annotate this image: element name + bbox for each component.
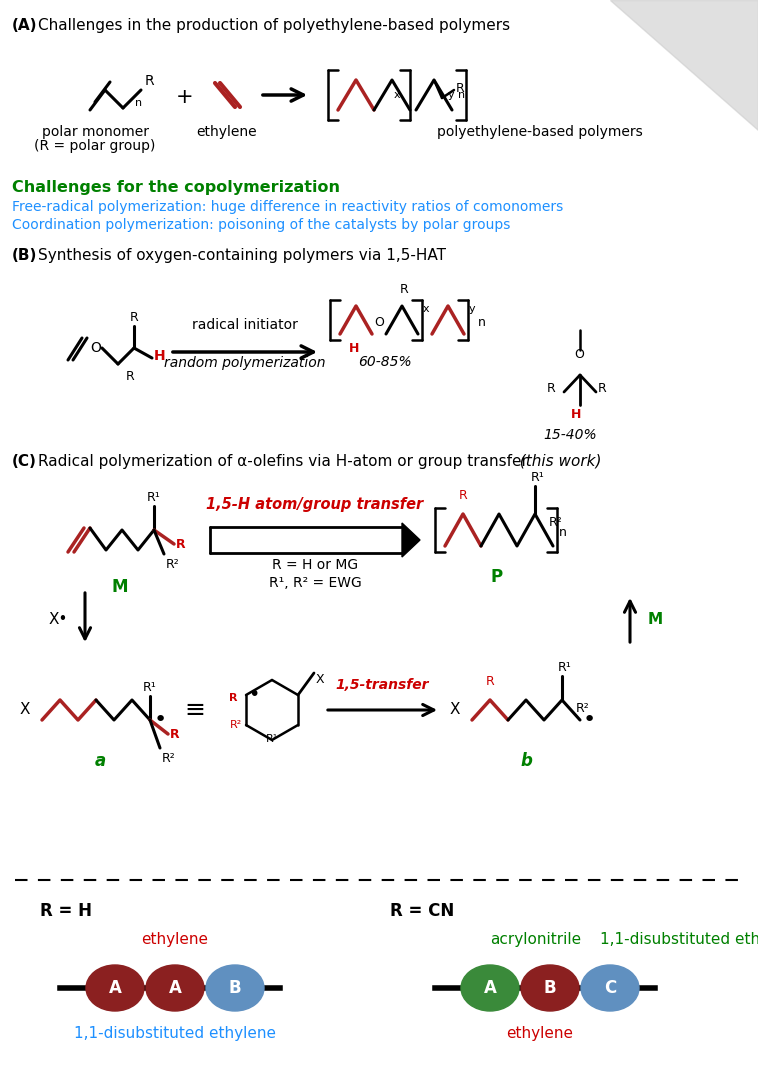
Text: P: P xyxy=(491,568,503,586)
Ellipse shape xyxy=(461,965,519,1011)
Text: B: B xyxy=(543,979,556,997)
Text: b: b xyxy=(520,751,532,770)
Text: •: • xyxy=(248,685,259,704)
Text: R¹: R¹ xyxy=(531,471,545,483)
Text: R: R xyxy=(400,283,409,296)
Text: R¹: R¹ xyxy=(147,491,161,504)
Text: A: A xyxy=(484,979,496,997)
Text: O: O xyxy=(574,347,584,360)
Text: Challenges for the copolymerization: Challenges for the copolymerization xyxy=(12,180,340,195)
Text: 1,1-disubstituted ethylene: 1,1-disubstituted ethylene xyxy=(74,1026,276,1041)
Text: 1,5-H atom/group transfer: 1,5-H atom/group transfer xyxy=(206,497,424,512)
Text: 15-40%: 15-40% xyxy=(543,428,597,442)
Text: polyethylene-based polymers: polyethylene-based polymers xyxy=(437,125,643,139)
Text: B: B xyxy=(229,979,241,997)
Ellipse shape xyxy=(86,965,144,1011)
Text: H: H xyxy=(571,408,581,421)
Text: R: R xyxy=(126,370,134,383)
Text: •: • xyxy=(154,710,168,730)
Text: +: + xyxy=(176,87,194,107)
Text: R¹: R¹ xyxy=(558,661,572,674)
Text: M: M xyxy=(648,612,663,627)
Text: Radical polymerization of α-olefins via H-atom or group transfer: Radical polymerization of α-olefins via … xyxy=(38,455,528,470)
Text: n: n xyxy=(458,90,465,100)
Text: O: O xyxy=(90,341,101,355)
Text: R: R xyxy=(598,382,606,394)
Text: n: n xyxy=(478,315,486,328)
Text: H: H xyxy=(349,342,359,355)
Text: R²: R² xyxy=(549,516,562,528)
Ellipse shape xyxy=(581,965,639,1011)
Text: R¹: R¹ xyxy=(266,734,278,744)
Ellipse shape xyxy=(206,965,264,1011)
Text: 1,1-disubstituted ethylene: 1,1-disubstituted ethylene xyxy=(600,932,758,947)
Text: A: A xyxy=(108,979,121,997)
Text: R: R xyxy=(547,382,556,394)
Text: Coordination polymerization: poisoning of the catalysts by polar groups: Coordination polymerization: poisoning o… xyxy=(12,218,510,232)
Text: (C): (C) xyxy=(12,455,37,470)
Text: R¹: R¹ xyxy=(143,681,157,694)
Polygon shape xyxy=(610,0,758,130)
Text: acrylonitrile: acrylonitrile xyxy=(490,932,581,947)
Text: x: x xyxy=(394,90,401,100)
Text: Synthesis of oxygen-containing polymers via 1,5-HAT: Synthesis of oxygen-containing polymers … xyxy=(38,248,446,263)
Text: n: n xyxy=(559,525,567,538)
Text: M: M xyxy=(111,578,128,596)
Ellipse shape xyxy=(521,965,579,1011)
Text: R: R xyxy=(145,74,155,88)
Text: •: • xyxy=(583,710,597,730)
Text: R: R xyxy=(176,537,186,551)
Text: R: R xyxy=(230,693,238,703)
Text: ethylene: ethylene xyxy=(142,932,208,947)
Text: y: y xyxy=(469,304,475,314)
Text: A: A xyxy=(168,979,181,997)
Text: R = CN: R = CN xyxy=(390,902,454,920)
Ellipse shape xyxy=(146,965,204,1011)
Text: (this work): (this work) xyxy=(510,455,602,470)
Text: R²: R² xyxy=(576,702,590,715)
Text: (B): (B) xyxy=(12,248,37,263)
Text: X: X xyxy=(450,702,461,717)
Text: 1,5-transfer: 1,5-transfer xyxy=(335,678,429,693)
Text: O: O xyxy=(374,315,384,328)
Text: H: H xyxy=(154,349,166,363)
Text: x: x xyxy=(423,304,430,314)
Text: R¹, R² = EWG: R¹, R² = EWG xyxy=(268,576,362,590)
Text: a: a xyxy=(95,751,105,770)
Text: R: R xyxy=(486,675,494,688)
Text: ethylene: ethylene xyxy=(196,125,257,139)
Text: R: R xyxy=(459,489,468,502)
Text: R: R xyxy=(130,311,139,324)
Text: n: n xyxy=(135,98,143,108)
Text: polar monomer: polar monomer xyxy=(42,125,149,139)
Text: C: C xyxy=(604,979,616,997)
Text: R²: R² xyxy=(162,751,176,765)
Text: R: R xyxy=(170,728,180,741)
Text: Challenges in the production of polyethylene-based polymers: Challenges in the production of polyethy… xyxy=(38,18,510,33)
Polygon shape xyxy=(402,523,420,557)
Text: R²: R² xyxy=(166,559,180,571)
Text: ≡: ≡ xyxy=(184,698,205,723)
Text: X: X xyxy=(20,702,30,717)
Text: R: R xyxy=(456,81,465,94)
Text: Free-radical polymerization: huge difference in reactivity ratios of comonomers: Free-radical polymerization: huge differ… xyxy=(12,200,563,214)
Text: 60-85%: 60-85% xyxy=(359,355,412,369)
Text: (A): (A) xyxy=(12,18,37,33)
Text: y: y xyxy=(448,90,455,100)
Text: random polymerization: random polymerization xyxy=(164,356,326,370)
Text: (R = polar group): (R = polar group) xyxy=(34,139,155,153)
Text: R = H: R = H xyxy=(40,902,92,920)
Text: X: X xyxy=(316,673,324,686)
Text: X•: X• xyxy=(49,612,67,627)
Text: radical initiator: radical initiator xyxy=(192,318,298,332)
Text: R²: R² xyxy=(230,720,242,730)
Text: ethylene: ethylene xyxy=(506,1026,574,1041)
Text: R = H or MG: R = H or MG xyxy=(272,559,358,572)
